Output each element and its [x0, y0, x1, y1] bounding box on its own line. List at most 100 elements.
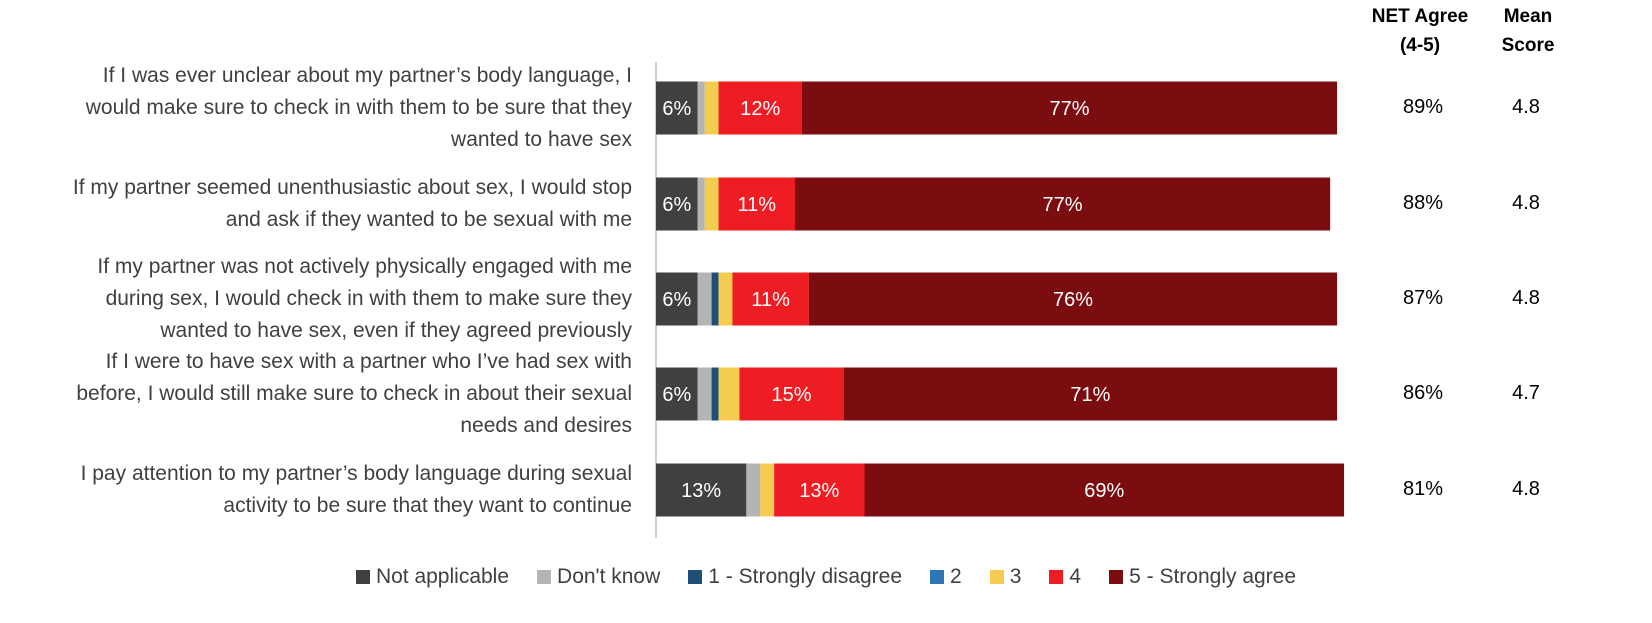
- net-agree-value: 81%: [1402, 478, 1444, 500]
- legend-item: Don't know: [537, 565, 660, 589]
- legend-item: 5 - Strongly agree: [1109, 565, 1296, 589]
- row-label: If I were to have sex with a partner who…: [0, 346, 632, 442]
- row-label-line: and ask if they wanted to be sexual with…: [225, 208, 632, 231]
- net-agree-header-line1: NET Agree: [1371, 6, 1469, 27]
- legend-item: 1 - Strongly disagree: [688, 565, 902, 589]
- bar-segment: [774, 463, 865, 517]
- bar-segment: [864, 463, 1345, 517]
- row-label: If my partner was not actively physicall…: [0, 251, 632, 347]
- data-label: 11%: [738, 194, 777, 216]
- legend-swatch: [537, 570, 552, 584]
- bar-segment: [808, 272, 1338, 326]
- bar-segment: [711, 367, 719, 421]
- legend-label: 2: [950, 565, 962, 588]
- row-label-line: If my partner seemed unenthusiastic abou…: [72, 176, 632, 199]
- mean-score-value: 4.8: [1512, 287, 1540, 309]
- net-agree-value: 87%: [1402, 287, 1444, 309]
- bar-segment: [739, 367, 844, 421]
- bar-segment: [843, 367, 1338, 421]
- data-label: 6%: [662, 289, 691, 311]
- bar-segment: [704, 81, 719, 135]
- row-label-line: during sex, I would check in with them t…: [105, 287, 632, 310]
- data-label: 77%: [1050, 98, 1090, 120]
- bar-segment: [760, 463, 775, 517]
- data-label: 77%: [1043, 194, 1083, 216]
- row-label-line: wanted to have sex: [451, 128, 632, 151]
- mean-score-header-line1: Mean: [1503, 6, 1553, 27]
- legend-swatch: [930, 570, 945, 584]
- data-label: 71%: [1070, 384, 1110, 406]
- bar-segment: [718, 272, 733, 326]
- mean-score-header-line2: Score: [1501, 35, 1555, 56]
- mean-score-value: 4.8: [1512, 478, 1540, 500]
- row-label-line: If my partner was not actively physicall…: [97, 255, 632, 278]
- bar-segment: [656, 367, 698, 421]
- bar-segment: [746, 463, 761, 517]
- legend-swatch: [1049, 570, 1064, 584]
- row-label-line: I pay attention to my partner’s body lan…: [80, 462, 632, 485]
- legend-label: 1 - Strongly disagree: [708, 565, 903, 588]
- data-label: 13%: [799, 480, 839, 502]
- bar-segment: [656, 272, 698, 326]
- legend-label: 3: [1009, 565, 1022, 588]
- row-label-line: would make sure to check in with them to…: [85, 96, 632, 119]
- bar-segment: [697, 272, 712, 326]
- data-label: 69%: [1084, 480, 1124, 502]
- bar-segment: [656, 463, 747, 517]
- row-label-line: activity to be sure that they want to co…: [223, 494, 632, 517]
- bar-segment: [656, 177, 698, 231]
- bar-segment: [718, 177, 795, 231]
- legend-item: 2: [930, 565, 962, 589]
- bar-segment: [704, 177, 719, 231]
- row-label-line: If I were to have sex with a partner who…: [105, 350, 632, 373]
- net-agree-value: 86%: [1402, 382, 1444, 404]
- bar-segment: [697, 177, 705, 231]
- legend-label: 4: [1069, 565, 1082, 588]
- mean-score-header: Mean Score: [1488, 2, 1568, 60]
- legend-label: 5 - Strongly agree: [1129, 565, 1297, 588]
- data-label: 6%: [662, 98, 691, 120]
- bar-segment: [801, 81, 1338, 135]
- bar-segment: [697, 367, 712, 421]
- row-label-line: wanted to have sex, even if they agreed …: [160, 319, 632, 342]
- row-label: If my partner seemed unenthusiastic abou…: [0, 172, 632, 236]
- legend-label: Not applicable: [375, 565, 510, 588]
- data-label: 6%: [662, 194, 691, 216]
- data-label: 13%: [681, 480, 721, 502]
- bar-segment: [795, 177, 1331, 231]
- legend-item: 4: [1049, 565, 1081, 589]
- bar-segment: [711, 272, 719, 326]
- row-label: If I was ever unclear about my partner’s…: [0, 60, 632, 156]
- net-agree-value: 88%: [1402, 192, 1444, 214]
- legend-swatch: [1109, 570, 1124, 584]
- legend-swatch: [989, 570, 1004, 584]
- data-label: 12%: [740, 98, 780, 120]
- data-label: 6%: [662, 384, 691, 406]
- net-agree-header-line2: (4-5): [1399, 35, 1441, 56]
- bar-segment: [732, 272, 809, 326]
- net-agree-value: 89%: [1402, 96, 1444, 118]
- row-label-line: If I was ever unclear about my partner’s…: [102, 64, 632, 87]
- data-label: 15%: [772, 384, 812, 406]
- legend-swatch: [355, 570, 370, 584]
- legend: Not applicable Don't know 1 - Strongly dis…: [0, 565, 1652, 589]
- row-label-line: before, I would still make sure to check…: [76, 382, 632, 405]
- legend-item: 3: [989, 565, 1022, 589]
- bar-segment: [697, 81, 705, 135]
- net-agree-header: NET Agree (4-5): [1360, 2, 1480, 60]
- legend-swatch: [688, 570, 703, 584]
- mean-score-value: 4.8: [1512, 192, 1540, 214]
- bar-segment: [656, 81, 698, 135]
- legend-label: Don't know: [557, 565, 661, 588]
- data-label: 76%: [1053, 289, 1093, 311]
- mean-score-value: 4.7: [1512, 382, 1540, 404]
- mean-score-value: 4.8: [1512, 96, 1540, 118]
- row-label: I pay attention to my partner’s body lan…: [0, 458, 632, 522]
- legend-item: Not applicable: [355, 565, 510, 589]
- data-label: 11%: [751, 289, 790, 311]
- bar-segment: [718, 367, 740, 421]
- row-label-line: needs and desires: [460, 414, 632, 437]
- bar-segment: [718, 81, 802, 135]
